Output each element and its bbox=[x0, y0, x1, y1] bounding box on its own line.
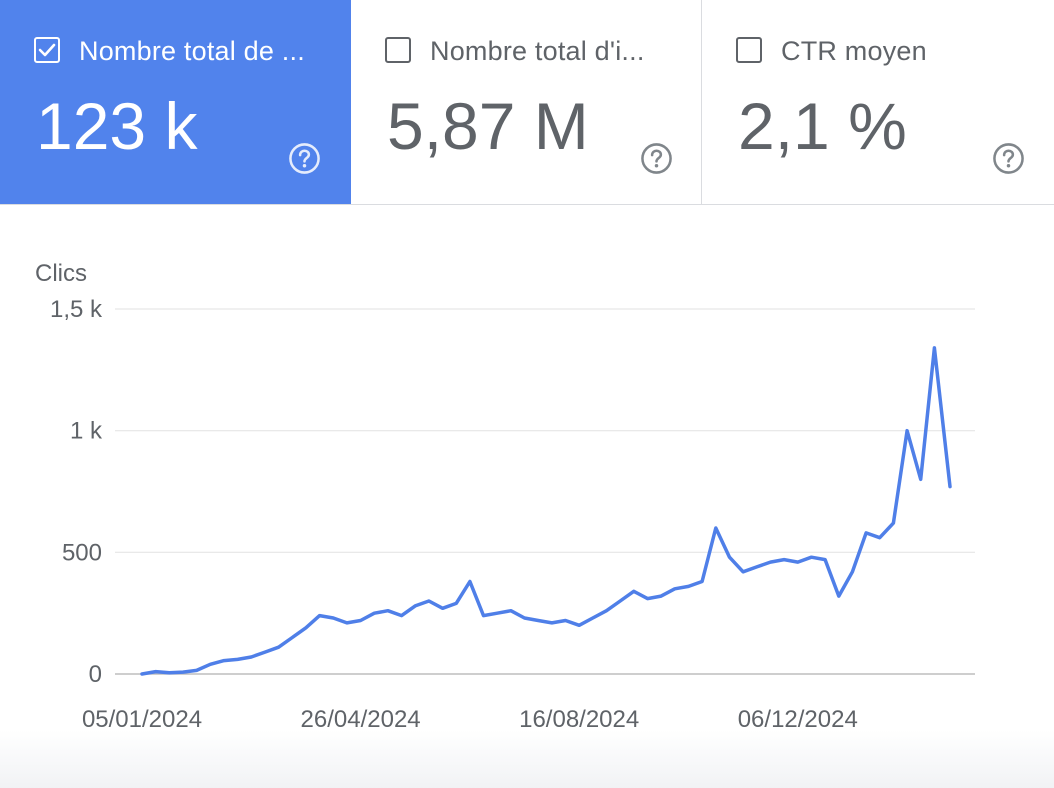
metric-total-clicks[interactable]: Nombre total de ... 123 k bbox=[0, 0, 351, 204]
checkbox-empty-icon[interactable] bbox=[736, 37, 762, 63]
metric-value: 123 k bbox=[36, 89, 198, 163]
x-tick-label: 26/04/2024 bbox=[301, 706, 421, 733]
y-tick-label: 1 k bbox=[70, 418, 103, 445]
x-tick-label: 06/12/2024 bbox=[738, 706, 858, 733]
y-tick-label: 0 bbox=[89, 661, 102, 688]
clicks-chart: Clics 0 500 1 k 1,5 k 05/01/2024 26/04/2024 16/… bbox=[0, 205, 1054, 788]
metric-total-impressions[interactable]: Nombre total d'i... 5,87 M bbox=[351, 0, 702, 204]
x-tick-label: 05/01/2024 bbox=[82, 706, 202, 733]
metric-value: 5,87 M bbox=[387, 89, 589, 163]
x-tick-label: 16/08/2024 bbox=[519, 706, 639, 733]
y-tick-label: 1,5 k bbox=[50, 296, 103, 323]
y-tick-label: 500 bbox=[62, 539, 102, 566]
metric-label: Nombre total de ... bbox=[79, 36, 305, 66]
help-circle-icon[interactable] bbox=[288, 142, 321, 175]
metric-value: 2,1 % bbox=[738, 89, 907, 163]
metric-label: Nombre total d'i... bbox=[430, 36, 645, 66]
checkbox-empty-icon[interactable] bbox=[385, 37, 411, 63]
metric-tabs: Nombre total de ... 123 k Nombre total d… bbox=[0, 0, 1054, 205]
clicks-series-line bbox=[140, 346, 952, 676]
y-axis-label: Clics bbox=[35, 260, 87, 287]
metric-label: CTR moyen bbox=[781, 36, 927, 66]
line-chart: Clics 0 500 1 k 1,5 k 05/01/2024 26/04/2024 16/… bbox=[35, 260, 975, 733]
checkbox-checked-icon[interactable] bbox=[34, 37, 60, 63]
help-circle-icon[interactable] bbox=[992, 142, 1025, 175]
help-circle-icon[interactable] bbox=[640, 142, 673, 175]
metric-average-ctr[interactable]: CTR moyen 2,1 % bbox=[702, 0, 1054, 204]
